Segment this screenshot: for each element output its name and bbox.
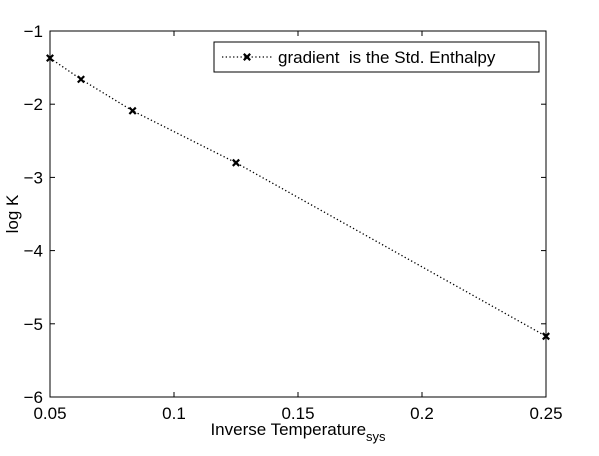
- y-tick-label: −3: [24, 168, 43, 187]
- y-tick-label: −2: [24, 95, 43, 114]
- x-tick-label: 0.15: [281, 404, 314, 423]
- marker-stroke: [77, 75, 85, 84]
- y-tick-label: −6: [24, 388, 43, 407]
- x-axis-label-main: Inverse Temperature: [210, 420, 366, 439]
- x-tick-label: 0.2: [410, 404, 434, 423]
- y-tick-label: −5: [24, 315, 43, 334]
- marker-stroke: [232, 158, 240, 167]
- marker-stroke: [128, 106, 137, 115]
- x-tick-label: 0.1: [162, 404, 186, 423]
- legend-marker-x: [243, 53, 251, 61]
- ticks-layer: 0.05 0.1 0.15 0.2 0.25 −6 −5 −4 −3 −2 −1: [24, 22, 563, 423]
- x-axis-label: Inverse Temperaturesys: [210, 420, 386, 444]
- x-tick-label: 0.05: [33, 404, 66, 423]
- legend-marker-symbol: [243, 53, 251, 61]
- data-point: [128, 106, 137, 115]
- legend: gradient is the Std. Enthalpy: [213, 41, 540, 73]
- marker-stroke: [243, 53, 251, 61]
- legend-box: [213, 41, 540, 73]
- y-axis-label: log K: [3, 194, 22, 233]
- y-tick-label: −4: [24, 242, 43, 261]
- data-point: [232, 158, 240, 167]
- y-tick-label: −1: [24, 22, 43, 41]
- data-point: [77, 75, 85, 84]
- x-axis-label-subscript: sys: [366, 429, 386, 444]
- x-tick-label: 0.25: [529, 404, 562, 423]
- legend-entry-label: gradient is the Std. Enthalpy: [278, 48, 496, 67]
